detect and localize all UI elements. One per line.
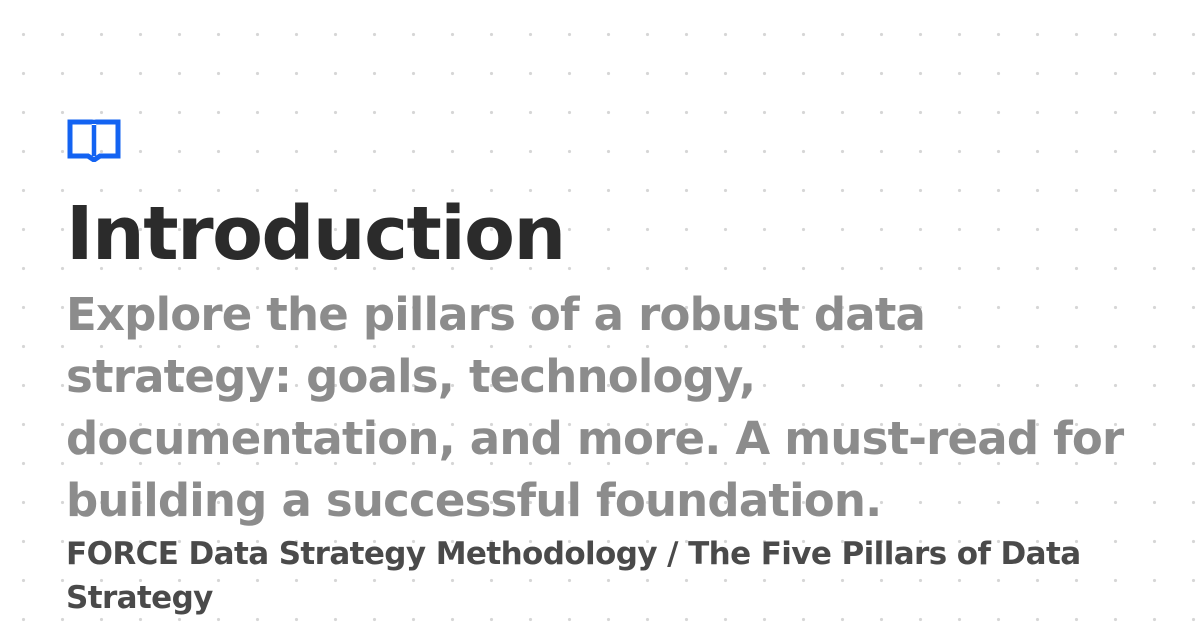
breadcrumb: FORCE Data Strategy Methodology / The Fi… xyxy=(66,536,1081,616)
book-icon xyxy=(67,119,121,162)
page-description: Explore the pillars of a robust data str… xyxy=(66,288,1124,527)
page-title: Introduction xyxy=(66,191,566,277)
preview-card: Introduction Explore the pillars of a ro… xyxy=(66,118,1146,620)
